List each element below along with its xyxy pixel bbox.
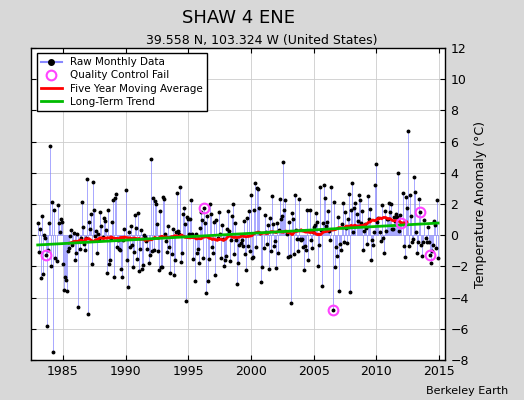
Title: SHAW 4 ENE: SHAW 4 ENE [182,9,295,27]
Text: 39.558 N, 103.324 W (United States): 39.558 N, 103.324 W (United States) [146,34,378,47]
Legend: Raw Monthly Data, Quality Control Fail, Five Year Moving Average, Long-Term Tren: Raw Monthly Data, Quality Control Fail, … [37,53,207,111]
Y-axis label: Temperature Anomaly (°C): Temperature Anomaly (°C) [474,120,487,288]
Text: Berkeley Earth: Berkeley Earth [426,386,508,396]
